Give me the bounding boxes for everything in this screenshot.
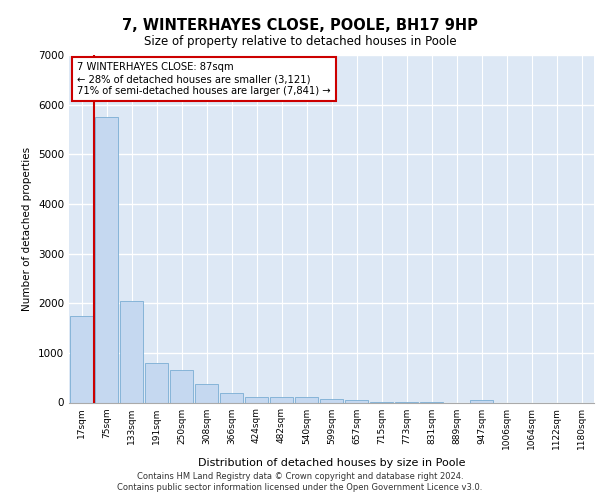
Text: Contains public sector information licensed under the Open Government Licence v3: Contains public sector information licen… [118, 483, 482, 492]
Bar [295, 397, 319, 402]
Y-axis label: Number of detached properties: Number of detached properties [22, 146, 32, 311]
Bar [95, 117, 118, 403]
Bar [320, 398, 343, 402]
Bar [170, 370, 193, 402]
Bar [245, 396, 268, 402]
Bar [220, 392, 244, 402]
Text: 7, WINTERHAYES CLOSE, POOLE, BH17 9HP: 7, WINTERHAYES CLOSE, POOLE, BH17 9HP [122, 18, 478, 32]
Bar [194, 384, 218, 402]
Bar [145, 363, 169, 403]
Text: 7 WINTERHAYES CLOSE: 87sqm
← 28% of detached houses are smaller (3,121)
71% of s: 7 WINTERHAYES CLOSE: 87sqm ← 28% of deta… [77, 62, 331, 96]
Text: Size of property relative to detached houses in Poole: Size of property relative to detached ho… [143, 35, 457, 48]
Bar [269, 397, 293, 402]
Bar [344, 400, 368, 402]
Bar [70, 316, 94, 402]
Bar [470, 400, 493, 402]
Text: Contains HM Land Registry data © Crown copyright and database right 2024.: Contains HM Land Registry data © Crown c… [137, 472, 463, 481]
X-axis label: Distribution of detached houses by size in Poole: Distribution of detached houses by size … [198, 458, 465, 468]
Bar [119, 300, 143, 402]
